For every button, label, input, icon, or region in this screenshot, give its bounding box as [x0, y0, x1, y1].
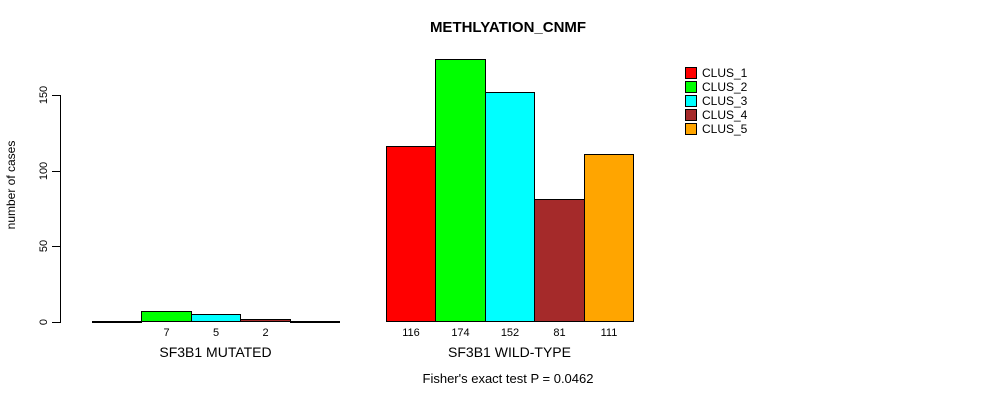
y-axis-tick: [52, 322, 60, 323]
x-group-label: SF3B1 WILD-TYPE: [448, 344, 571, 360]
bar-clus-3: [485, 92, 535, 322]
bar-value-label: 5: [212, 327, 220, 339]
bar-value-label: 7: [163, 327, 170, 339]
y-axis-tick-label: 150: [38, 85, 50, 105]
bar-value-label: 152: [500, 327, 520, 339]
bar-clus-3: [191, 314, 241, 322]
legend-label: CLUS_3: [702, 94, 748, 108]
legend-swatch-clus-1: [685, 67, 697, 79]
y-axis-tick: [52, 95, 60, 96]
legend-label: CLUS_4: [702, 108, 748, 122]
bar-value-label: 2: [262, 327, 269, 339]
legend-item: CLUS_3: [685, 94, 747, 108]
bar-clus-5: [584, 154, 634, 322]
bar-clus-2: [435, 59, 486, 322]
legend: CLUS_1 CLUS_2 CLUS_3 CLUS_4 CLUS_5: [685, 66, 747, 136]
y-axis-tick-label: 0: [38, 318, 50, 326]
bar-clus-4: [534, 199, 585, 322]
chart-title: METHLYATION_CNMF: [429, 19, 587, 36]
legend-item: CLUS_2: [685, 80, 747, 94]
legend-label: CLUS_1: [702, 66, 748, 80]
y-axis-label: number of cases: [4, 140, 18, 230]
bar-value-label: 111: [600, 327, 618, 339]
bar-clus-1-zero: [92, 321, 142, 323]
legend-item: CLUS_1: [685, 66, 747, 80]
y-axis-tick: [52, 171, 60, 172]
y-axis-tick-label: 50: [38, 239, 50, 253]
bar-clus-4: [240, 319, 291, 322]
legend-label: CLUS_5: [702, 122, 748, 136]
bar-value-label: 116: [402, 327, 420, 339]
y-axis-tick-label: 100: [38, 161, 50, 181]
y-axis-line: [60, 95, 61, 323]
footnote-text: Fisher's exact test P = 0.0462: [422, 371, 594, 386]
y-axis-tick: [52, 246, 60, 247]
bar-clus-1: [386, 146, 436, 322]
legend-swatch-clus-5: [685, 123, 697, 135]
x-group-label: SF3B1 MUTATED: [159, 344, 272, 360]
legend-label: CLUS_2: [702, 80, 748, 94]
legend-item: CLUS_4: [685, 108, 747, 122]
legend-item: CLUS_5: [685, 122, 747, 136]
bar-value-label: 81: [553, 327, 566, 339]
legend-swatch-clus-2: [685, 81, 697, 93]
bar-value-label: 174: [451, 327, 470, 339]
bar-clus-5-zero: [290, 321, 340, 323]
bar-clus-2: [141, 311, 192, 322]
legend-swatch-clus-4: [685, 109, 697, 121]
legend-swatch-clus-3: [685, 95, 697, 107]
